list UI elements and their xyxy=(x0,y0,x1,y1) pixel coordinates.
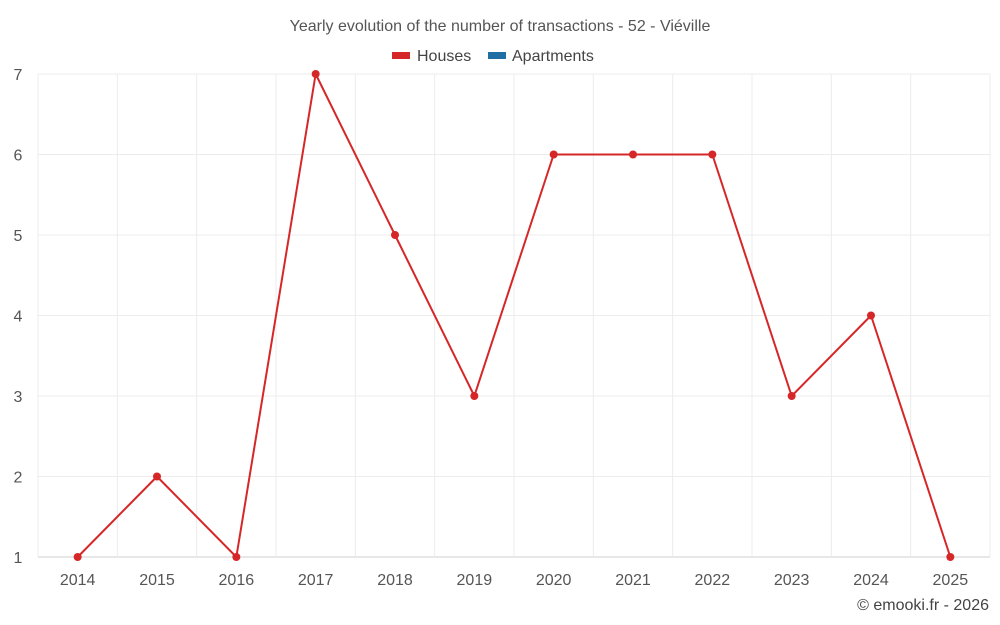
y-tick-label: 5 xyxy=(14,228,23,245)
credit-text: © emooki.fr - 2026 xyxy=(857,597,989,614)
legend-label: Apartments xyxy=(512,48,594,65)
data-point[interactable] xyxy=(629,150,637,159)
x-tick-label: 2021 xyxy=(615,572,651,589)
x-tick-label: 2017 xyxy=(298,572,334,589)
x-tick-label: 2018 xyxy=(377,572,413,589)
chart-title: Yearly evolution of the number of transa… xyxy=(290,18,711,35)
y-tick-label: 6 xyxy=(14,148,23,165)
y-tick-label: 7 xyxy=(14,67,23,84)
data-point[interactable] xyxy=(946,553,955,561)
x-tick-label: 2020 xyxy=(536,572,572,589)
y-tick-label: 4 xyxy=(14,309,23,326)
series-layer xyxy=(73,70,955,561)
y-axis-ticks: 1 2 3 4 5 6 7 xyxy=(14,67,23,567)
data-point[interactable] xyxy=(311,70,320,78)
data-point[interactable] xyxy=(708,150,717,159)
data-point[interactable] xyxy=(470,392,479,400)
data-point[interactable] xyxy=(787,392,796,400)
x-tick-label: 2015 xyxy=(139,572,175,589)
x-tick-label: 2022 xyxy=(695,572,731,589)
x-axis-ticks: 2014 2015 2016 2017 2018 2019 2020 2021 2022 2023… xyxy=(60,572,968,589)
data-point[interactable] xyxy=(73,553,82,561)
legend: Houses Apartments xyxy=(392,48,594,65)
series-line-houses xyxy=(76,73,952,558)
data-point[interactable] xyxy=(391,231,399,239)
y-tick-label: 1 xyxy=(14,550,23,567)
y-tick-label: 3 xyxy=(14,389,23,406)
x-tick-label: 2024 xyxy=(853,572,889,589)
legend-label: Houses xyxy=(417,48,471,65)
data-point[interactable] xyxy=(232,553,241,561)
data-point[interactable] xyxy=(549,150,558,159)
data-point[interactable] xyxy=(867,311,875,320)
x-tick-label: 2014 xyxy=(60,572,96,589)
legend-swatch xyxy=(488,52,506,59)
y-tick-label: 2 xyxy=(14,470,23,487)
legend-swatch xyxy=(392,52,410,59)
gridlines xyxy=(37,73,991,558)
x-tick-label: 2016 xyxy=(219,572,255,589)
x-tick-label: 2025 xyxy=(933,572,969,589)
legend-item-houses[interactable]: Houses xyxy=(392,48,471,65)
data-point[interactable] xyxy=(153,472,161,481)
x-tick-label: 2019 xyxy=(457,572,493,589)
legend-item-apartments[interactable]: Apartments xyxy=(488,48,594,65)
x-tick-label: 2023 xyxy=(774,572,810,589)
